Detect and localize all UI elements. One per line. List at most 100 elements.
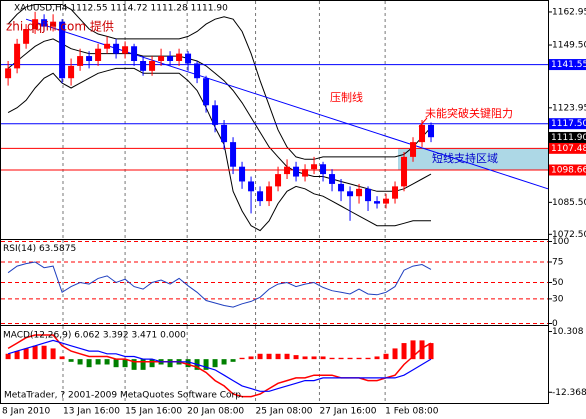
panel-title: MACD(12,26,9) 6.062 3.392 3.471 0.000 bbox=[3, 331, 186, 341]
candle-body bbox=[374, 201, 381, 204]
histogram-bar bbox=[140, 359, 146, 370]
histogram-bar bbox=[41, 345, 47, 360]
histogram-bar bbox=[104, 359, 110, 365]
histogram-bar bbox=[248, 356, 254, 360]
histogram-bar bbox=[131, 359, 137, 370]
candle-body bbox=[239, 166, 246, 182]
candle-body bbox=[275, 174, 282, 187]
candle-body bbox=[401, 156, 408, 187]
signal-line bbox=[7, 339, 432, 392]
candle-body bbox=[41, 19, 48, 27]
window-title: XAUUSD,H4 1112.55 1114.72 1111.28 1111.9… bbox=[14, 4, 228, 14]
candle-body bbox=[320, 164, 327, 175]
histogram-bar bbox=[68, 359, 74, 362]
y-tick-label: -12.368 bbox=[552, 388, 586, 398]
rsi-line bbox=[7, 261, 432, 308]
histogram-bar bbox=[167, 359, 173, 368]
candle-body bbox=[167, 56, 174, 61]
histogram-bar bbox=[383, 353, 389, 360]
histogram-bar bbox=[113, 359, 119, 368]
histogram-bar bbox=[392, 348, 398, 360]
histogram-bar bbox=[302, 356, 308, 360]
candle-body bbox=[68, 65, 75, 79]
candle-body bbox=[221, 124, 228, 143]
candle-body bbox=[257, 191, 264, 202]
candle-body bbox=[131, 46, 138, 61]
bollinger-lower bbox=[7, 67, 431, 232]
candle-body bbox=[338, 183, 345, 192]
y-tick-label: 1149.50 bbox=[552, 41, 586, 51]
histogram-bar bbox=[401, 343, 407, 360]
histogram-bar bbox=[212, 359, 218, 368]
histogram-bar bbox=[32, 345, 38, 360]
x-tick-label: 25 Jan 08:00 bbox=[256, 407, 313, 417]
histogram-bar bbox=[320, 356, 326, 360]
candle-body bbox=[158, 56, 165, 61]
candle-body bbox=[203, 78, 210, 106]
candle-body bbox=[113, 43, 120, 54]
y-tick-label: 10.308 bbox=[552, 327, 584, 337]
histogram-bar bbox=[86, 359, 92, 368]
candle-body bbox=[185, 53, 192, 64]
bollinger-upper bbox=[7, 4, 432, 160]
histogram-bar bbox=[266, 353, 272, 360]
candle-body bbox=[212, 105, 219, 125]
histogram-bar bbox=[284, 353, 290, 360]
histogram-bar bbox=[5, 353, 11, 360]
histogram-bar bbox=[257, 353, 263, 360]
histogram-bar bbox=[95, 359, 101, 365]
annotation: 未能突破关键阻力 bbox=[425, 106, 513, 120]
y-tick-label: 100 bbox=[552, 237, 569, 247]
candle-body bbox=[383, 198, 390, 204]
candle-body bbox=[248, 181, 255, 192]
candle-body bbox=[50, 21, 57, 27]
candle-body bbox=[311, 164, 318, 170]
candle-body bbox=[329, 174, 336, 184]
histogram-bar bbox=[347, 357, 353, 360]
histogram-bar bbox=[293, 355, 299, 360]
level-box bbox=[549, 59, 586, 71]
candle-body bbox=[77, 56, 84, 66]
histogram-bar bbox=[203, 359, 209, 370]
level-label: 1107.48 bbox=[551, 144, 586, 154]
panel-frame bbox=[0, 325, 549, 404]
candle-body bbox=[23, 29, 30, 44]
candle-body bbox=[5, 68, 12, 79]
y-tick-label: 1162.95 bbox=[552, 7, 586, 17]
x-tick-label: 27 Jan 16:00 bbox=[319, 407, 376, 417]
candle-body bbox=[302, 169, 309, 177]
level-label: 1141.55 bbox=[551, 60, 586, 70]
candle-body bbox=[86, 56, 93, 61]
candle-body bbox=[122, 46, 129, 54]
histogram-bar bbox=[275, 353, 281, 360]
candle-body bbox=[284, 166, 291, 175]
histogram-bar bbox=[311, 356, 317, 360]
x-tick-label: 8 Jan 2010 bbox=[2, 407, 50, 417]
histogram-bar bbox=[356, 357, 362, 360]
x-tick-label: 1 Feb 08:00 bbox=[385, 407, 439, 417]
y-tick-label: 30 bbox=[552, 294, 564, 304]
candle-body bbox=[194, 63, 201, 79]
panel-title: RSI(14) 63.5875 bbox=[3, 244, 76, 254]
candle-body bbox=[104, 43, 111, 49]
x-tick-label: 20 Jan 08:00 bbox=[187, 407, 244, 417]
copyright: MetaTrader, ? 2001-2009 MetaQuotes Softw… bbox=[4, 391, 244, 401]
level-label: 1117.50 bbox=[551, 119, 586, 129]
histogram-bar bbox=[23, 348, 29, 360]
y-tick-label: 0 bbox=[552, 319, 558, 329]
bollinger-middle bbox=[7, 38, 432, 192]
level-box bbox=[549, 142, 586, 154]
x-tick-label: 15 Jan 16:00 bbox=[125, 407, 182, 417]
candle-body bbox=[95, 48, 102, 61]
histogram-bar bbox=[428, 343, 434, 360]
histogram-bar bbox=[59, 356, 65, 360]
level-box bbox=[549, 164, 586, 176]
level-box bbox=[549, 118, 586, 130]
candle-body bbox=[410, 142, 417, 157]
candle-body bbox=[428, 124, 435, 138]
histogram-bar bbox=[221, 359, 227, 365]
